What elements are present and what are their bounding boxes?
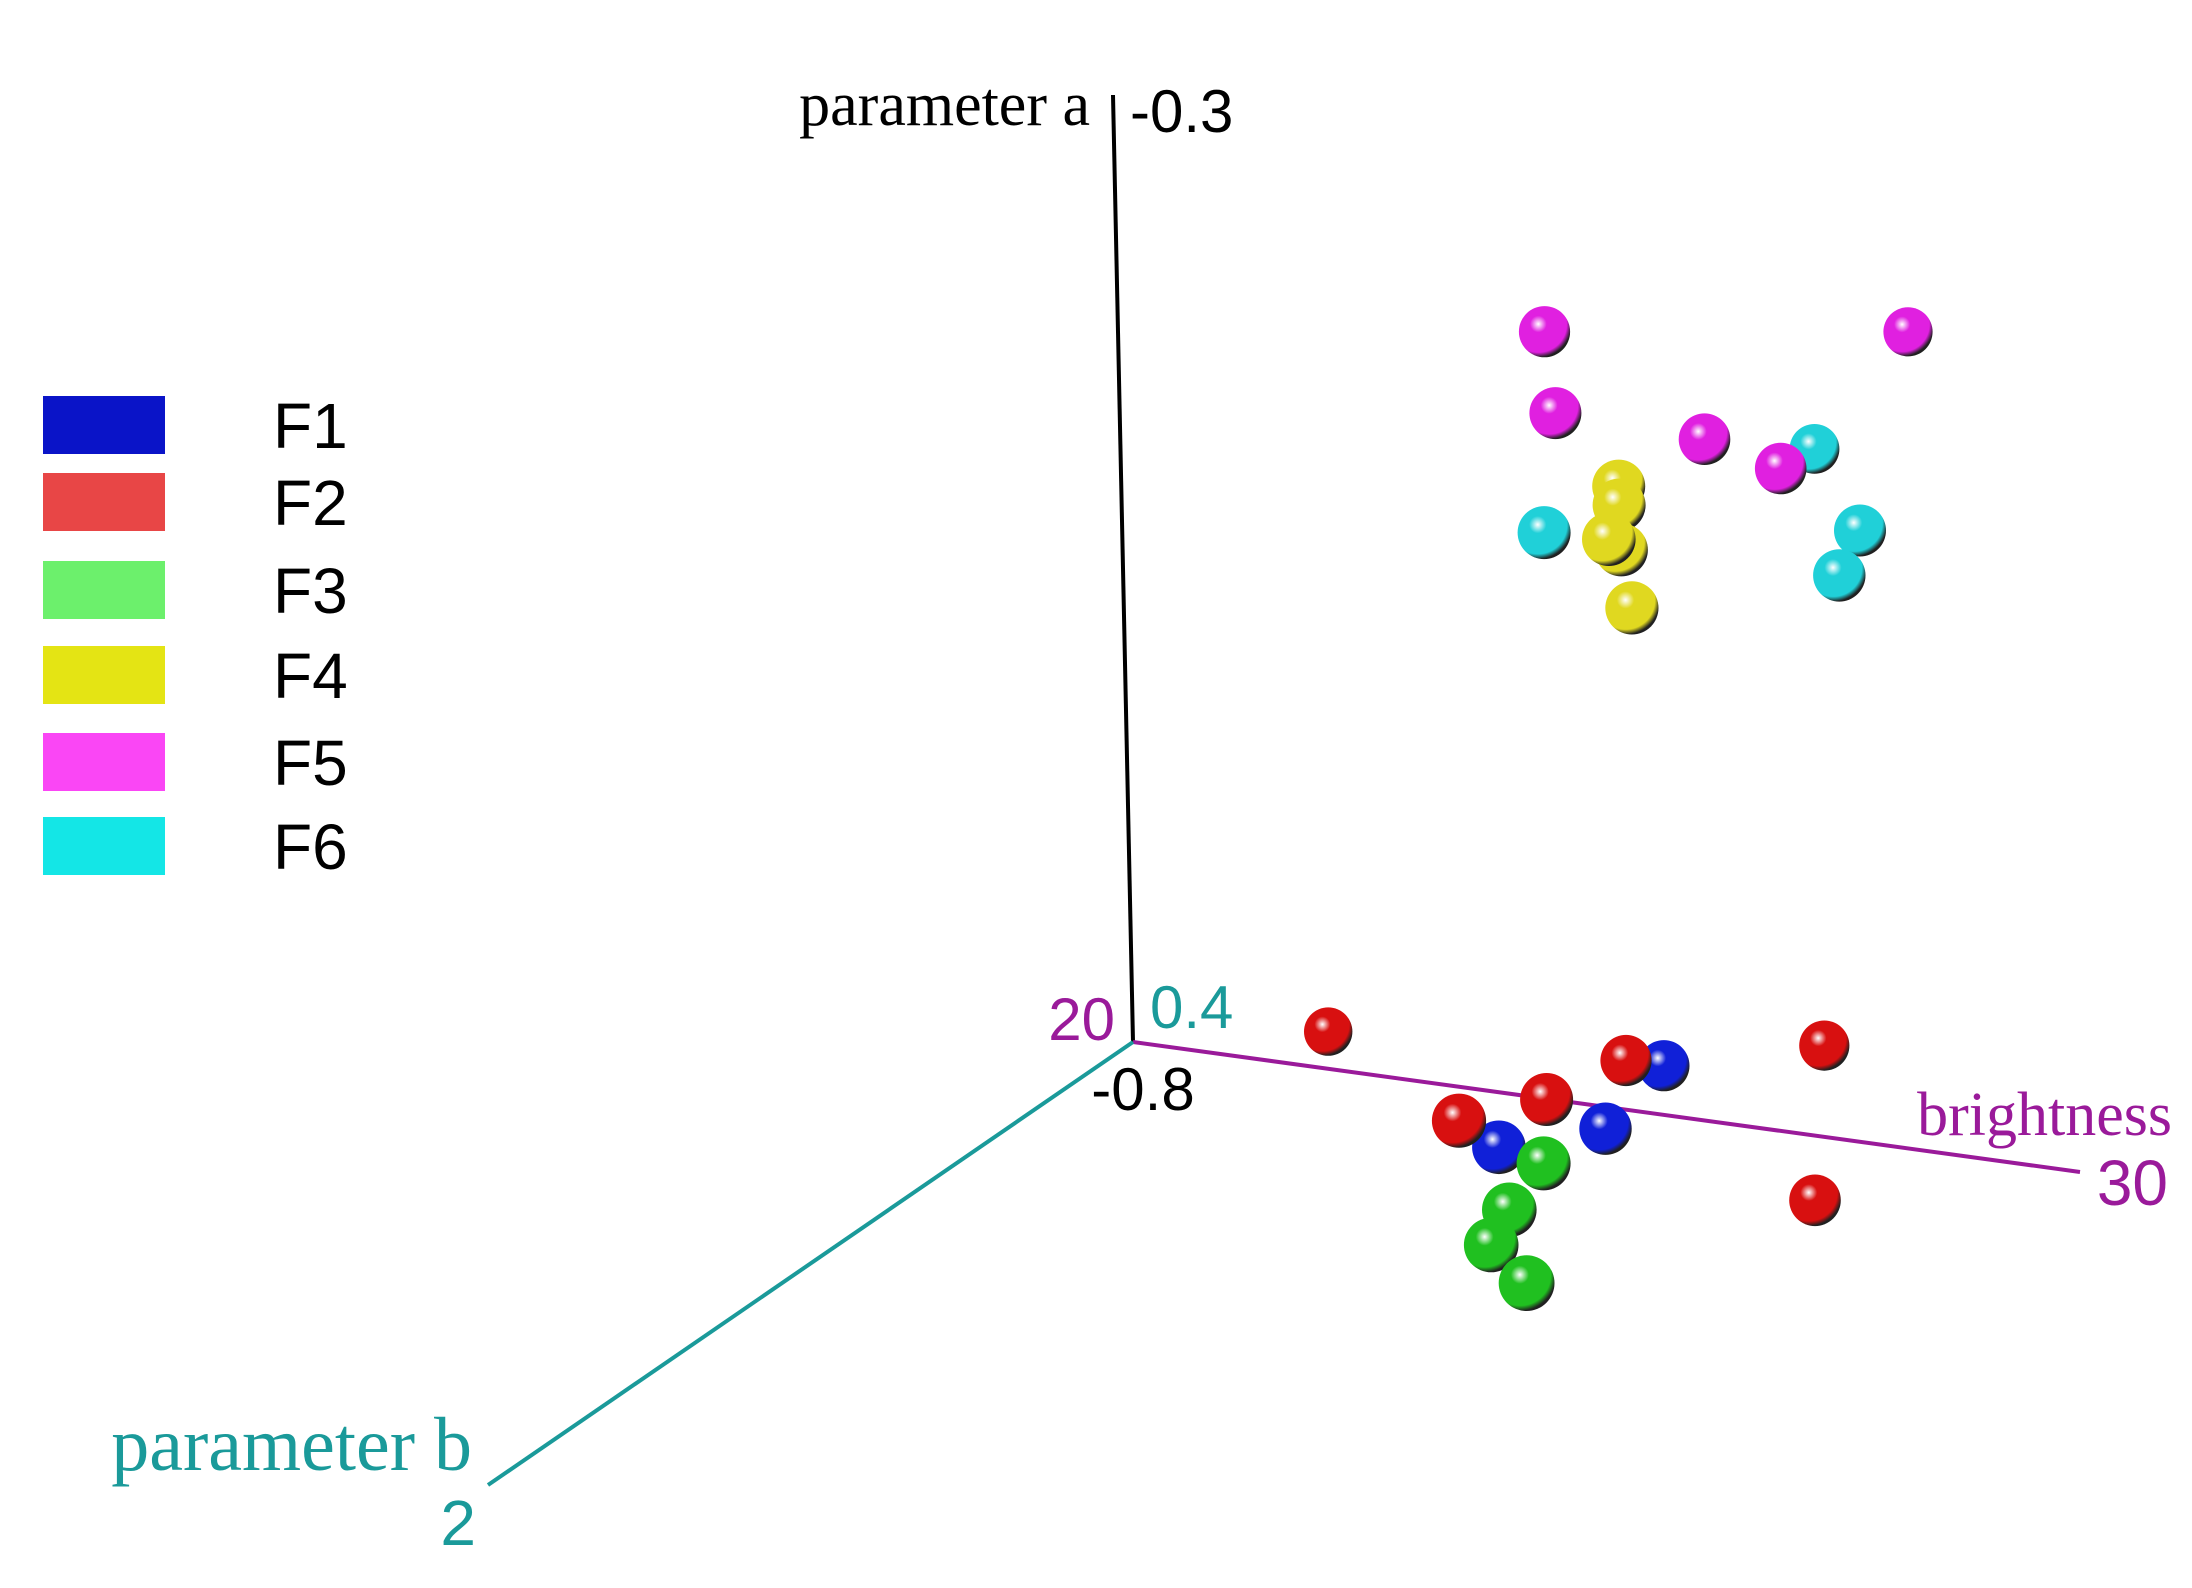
- data-point-f2: [1600, 1034, 1652, 1087]
- legend-label-f5: F5: [273, 727, 348, 799]
- legend-label-f4: F4: [273, 640, 348, 712]
- axis-tick-parameter-b-min: 0.4: [1150, 974, 1233, 1041]
- data-point-f6: [1517, 506, 1571, 560]
- axis-tick-parameter-b-max: 2: [440, 1487, 476, 1559]
- legend-label-f6: F6: [273, 811, 348, 883]
- data-point-f5: [1754, 442, 1807, 495]
- data-point-f6: [1834, 504, 1886, 557]
- axis-tick-parameter-a-max: -0.3: [1130, 78, 1233, 145]
- axes: parameter a -0.3 -0.8 20 brightness 30 0…: [111, 71, 2172, 1559]
- legend-swatch-f2: [43, 473, 165, 531]
- data-point-f3: [1516, 1136, 1571, 1191]
- legend-swatch-f3: [43, 561, 165, 619]
- data-point-f1: [1638, 1040, 1690, 1092]
- data-point-f2: [1431, 1093, 1487, 1148]
- legend-label-f1: F1: [273, 390, 348, 462]
- data-point-f3: [1463, 1217, 1519, 1273]
- legend-swatch-f4: [43, 646, 165, 704]
- data-points: [1304, 306, 1933, 1311]
- axis-label-parameter-a: parameter a: [799, 71, 1090, 139]
- axis-tick-parameter-a-min: -0.8: [1091, 1056, 1194, 1123]
- data-point-f1: [1579, 1102, 1632, 1155]
- axis-parameter-b: [486, 1040, 1135, 1487]
- axis-tick-brightness-min: 20: [1048, 986, 1115, 1053]
- axis-parameter-a: [1111, 94, 1135, 1043]
- data-point-f2: [1789, 1174, 1841, 1227]
- data-point-f5: [1883, 307, 1933, 357]
- axis-label-parameter-b: parameter b: [111, 1403, 472, 1487]
- data-point-f4: [1605, 581, 1659, 635]
- data-point-f2: [1304, 1007, 1353, 1056]
- legend-label-f2: F2: [273, 467, 348, 539]
- data-point-f5: [1529, 387, 1582, 440]
- legend-swatch-f6: [43, 817, 165, 875]
- data-point-f5: [1518, 306, 1571, 358]
- legend-label-f3: F3: [273, 555, 348, 627]
- legend-swatch-f1: [43, 396, 165, 454]
- data-point-f6: [1813, 549, 1866, 602]
- axis-tick-brightness-max: 30: [2097, 1147, 2168, 1219]
- data-point-f4: [1582, 512, 1636, 566]
- legend-swatch-f5: [43, 733, 165, 791]
- axis-label-brightness: brightness: [1917, 1081, 2172, 1149]
- data-point-f2: [1520, 1073, 1574, 1126]
- data-point-f3: [1498, 1255, 1555, 1311]
- data-point-f2: [1799, 1020, 1850, 1071]
- data-point-f1: [1472, 1120, 1526, 1175]
- data-point-f5: [1678, 413, 1731, 466]
